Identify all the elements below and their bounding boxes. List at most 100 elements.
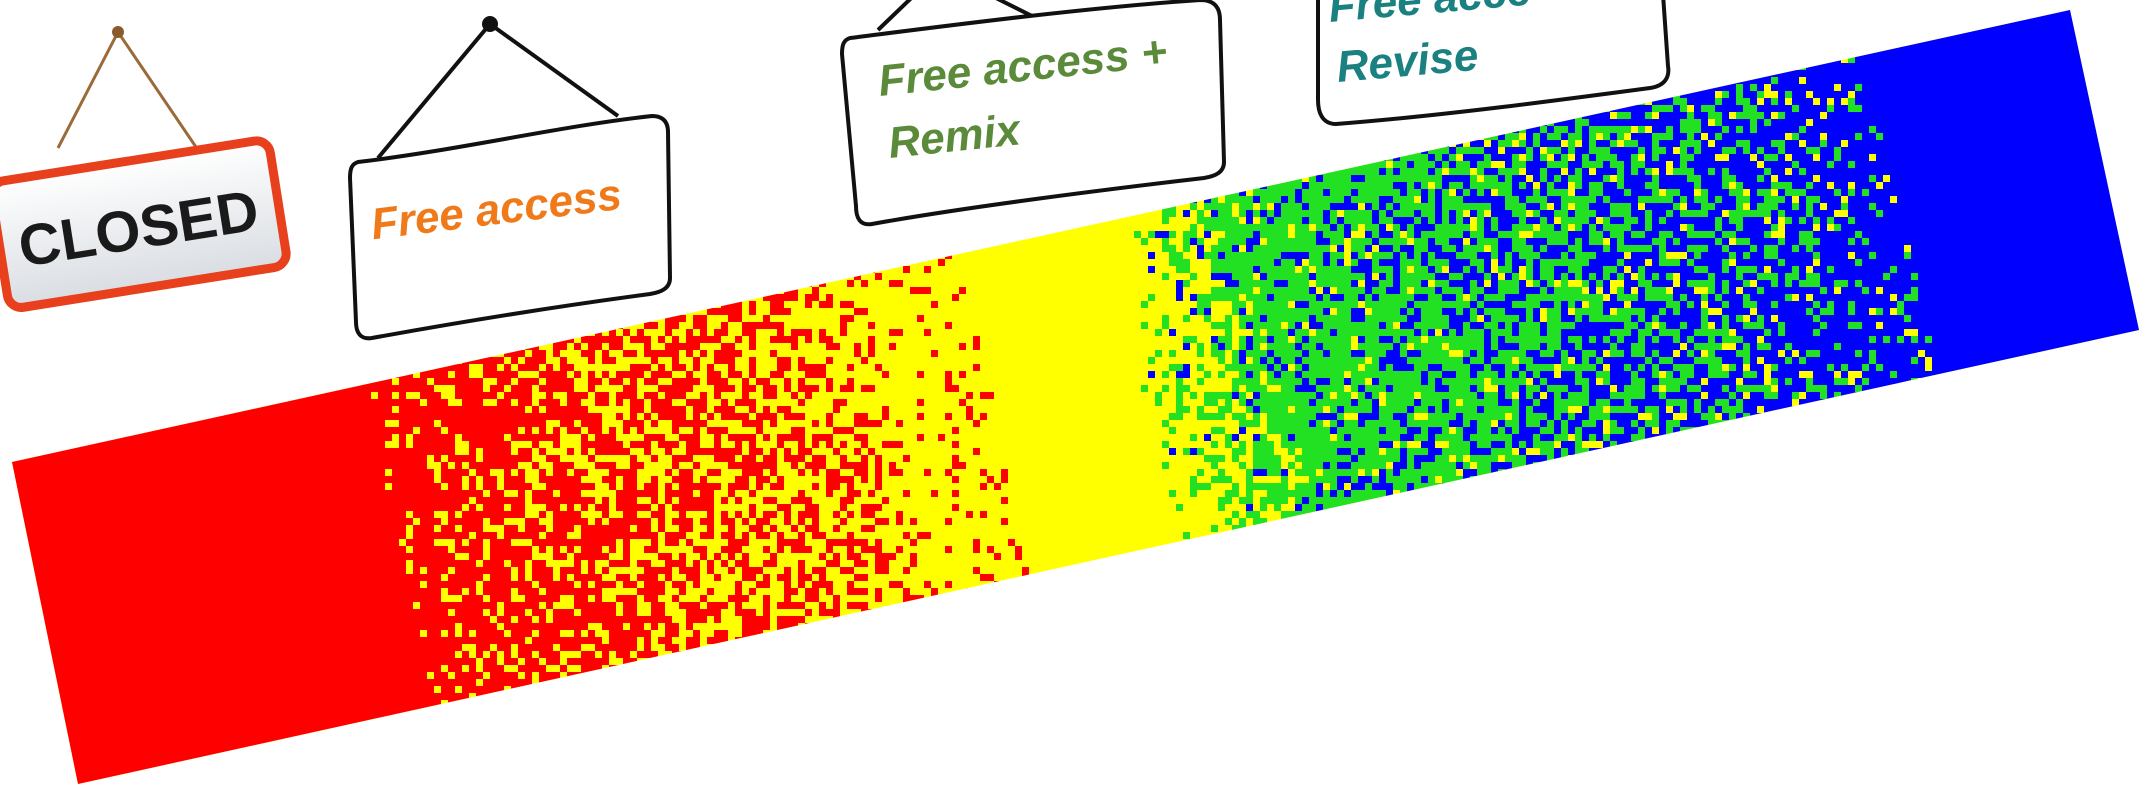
band-pixel bbox=[1379, 147, 1386, 154]
band-pixel bbox=[672, 112, 679, 119]
band-pixel bbox=[1610, 147, 1617, 154]
band-pixel bbox=[273, 21, 280, 28]
band-pixel bbox=[252, 21, 259, 28]
band-pixel bbox=[490, 112, 497, 119]
band-pixel bbox=[1869, 35, 1876, 42]
band-pixel bbox=[378, 63, 385, 70]
band-pixel bbox=[1736, 119, 1743, 126]
band-pixel bbox=[175, 140, 182, 147]
band-pixel bbox=[1260, 119, 1267, 126]
band-pixel bbox=[1281, 14, 1288, 21]
band-pixel bbox=[1918, 14, 1925, 21]
band-pixel bbox=[1491, 140, 1498, 147]
band-pixel bbox=[1512, 119, 1519, 126]
band-pixel bbox=[224, 63, 231, 70]
band-pixel bbox=[308, 147, 315, 154]
band-pixel bbox=[196, 42, 203, 49]
band-pixel bbox=[462, 91, 469, 98]
band-pixel bbox=[1281, 56, 1288, 63]
band-pixel bbox=[693, 112, 700, 119]
band-pixel bbox=[434, 140, 441, 147]
band-pixel bbox=[2065, 42, 2072, 49]
band-pixel bbox=[1652, 147, 1659, 154]
band-pixel bbox=[1736, 133, 1743, 140]
band-pixel bbox=[315, 63, 322, 70]
band-pixel bbox=[84, 28, 91, 35]
band-pixel bbox=[315, 126, 322, 133]
band-pixel bbox=[1421, 119, 1428, 126]
band-pixel bbox=[98, 91, 105, 98]
band-pixel bbox=[1547, 133, 1554, 140]
band-pixel bbox=[1918, 63, 1925, 70]
band-pixel bbox=[749, 140, 756, 147]
band-pixel bbox=[1729, 98, 1736, 105]
band-pixel bbox=[2023, 28, 2030, 35]
band-pixel bbox=[2093, 140, 2100, 147]
band-pixel bbox=[483, 49, 490, 56]
band-pixel bbox=[2107, 133, 2114, 140]
band-pixel bbox=[1841, 91, 1848, 98]
band-pixel bbox=[1687, 119, 1694, 126]
band-pixel bbox=[427, 63, 434, 70]
band-pixel bbox=[1785, 105, 1792, 112]
band-pixel bbox=[2100, 42, 2107, 49]
band-pixel bbox=[1246, 42, 1253, 49]
band-pixel bbox=[98, 0, 105, 7]
band-pixel bbox=[546, 84, 553, 91]
band-pixel bbox=[1351, 147, 1358, 154]
band-pixel bbox=[2030, 10, 2037, 14]
band-pixel bbox=[1904, 91, 1911, 98]
band-pixel bbox=[1799, 98, 1806, 105]
band-pixel bbox=[1218, 0, 1225, 7]
band-pixel bbox=[217, 133, 224, 140]
band-pixel bbox=[1708, 84, 1715, 91]
band-pixel bbox=[2058, 77, 2065, 84]
band-pixel bbox=[1484, 147, 1491, 154]
band-pixel bbox=[2100, 98, 2107, 105]
band-pixel bbox=[1659, 147, 1666, 154]
band-pixel bbox=[1540, 119, 1547, 126]
band-pixel bbox=[665, 105, 672, 112]
band-pixel bbox=[1554, 119, 1561, 126]
band-pixel bbox=[168, 119, 175, 126]
band-pixel bbox=[231, 84, 238, 91]
band-pixel bbox=[581, 49, 588, 56]
band-pixel bbox=[1708, 98, 1715, 105]
band-pixel bbox=[1239, 84, 1246, 91]
band-pixel bbox=[1785, 49, 1792, 56]
band-pixel bbox=[1827, 147, 1834, 154]
band-pixel bbox=[1757, 10, 1764, 14]
band-pixel bbox=[798, 70, 805, 77]
band-pixel bbox=[1281, 91, 1288, 98]
band-pixel bbox=[728, 21, 735, 28]
band-pixel bbox=[2114, 133, 2121, 140]
band-pixel bbox=[2065, 28, 2072, 35]
band-pixel bbox=[1981, 140, 1988, 147]
band-pixel bbox=[1337, 140, 1344, 147]
band-pixel bbox=[2023, 21, 2030, 28]
band-pixel bbox=[672, 133, 679, 140]
band-pixel bbox=[1288, 140, 1295, 147]
band-pixel bbox=[1288, 126, 1295, 133]
band-pixel bbox=[1946, 98, 1953, 105]
band-pixel bbox=[1267, 63, 1274, 70]
band-pixel bbox=[1750, 126, 1757, 133]
band-pixel bbox=[224, 21, 231, 28]
band-pixel bbox=[2121, 42, 2128, 49]
band-pixel bbox=[840, 28, 847, 35]
band-pixel bbox=[749, 42, 756, 49]
band-pixel bbox=[77, 140, 84, 147]
band-pixel bbox=[1715, 77, 1722, 84]
band-pixel bbox=[1512, 112, 1519, 119]
band-pixel bbox=[35, 119, 42, 126]
band-pixel bbox=[1652, 98, 1659, 105]
band-pixel bbox=[511, 49, 518, 56]
band-pixel bbox=[763, 28, 770, 35]
band-pixel bbox=[2044, 112, 2051, 119]
band-pixel bbox=[1351, 133, 1358, 140]
band-pixel bbox=[1785, 84, 1792, 91]
band-pixel bbox=[2072, 63, 2079, 70]
band-pixel bbox=[21, 63, 28, 70]
band-pixel bbox=[203, 126, 210, 133]
band-pixel bbox=[1302, 10, 1309, 14]
